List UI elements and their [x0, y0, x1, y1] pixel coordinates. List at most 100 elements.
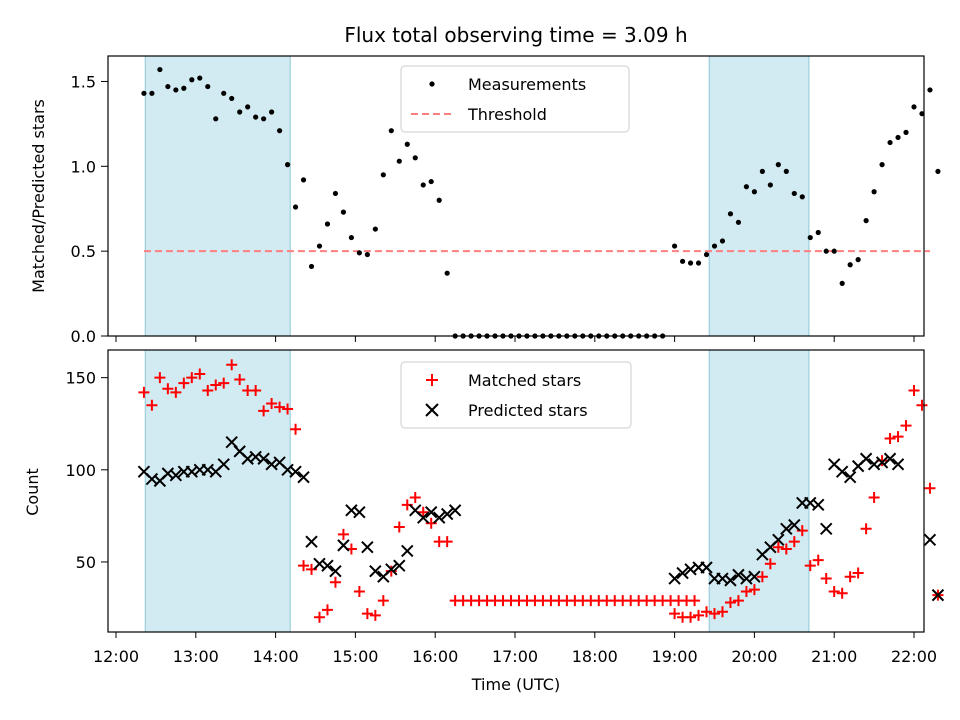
predicted-star-point: [361, 541, 374, 554]
predicted-star-point: [345, 504, 358, 517]
matched-star-point: [377, 595, 389, 607]
measurement-point: [695, 260, 702, 266]
matched-star-point: [724, 597, 736, 609]
measurement-point: [316, 243, 323, 249]
measurement-point: [775, 162, 781, 168]
matched-star-point: [828, 585, 840, 597]
measurements-legend-label: Measurements: [468, 75, 586, 94]
predicted-star-point: [875, 456, 889, 469]
matched-star-point: [916, 399, 928, 411]
measurement-point: [332, 190, 339, 197]
predicted-star-point: [724, 574, 737, 587]
predicted-star-point: [217, 458, 230, 471]
measurement-point: [735, 219, 742, 225]
measurement-point: [831, 248, 837, 254]
matched-star-point: [764, 558, 776, 570]
top-legend-box: [400, 65, 630, 133]
x-axis-label: Time (UTC): [471, 675, 560, 694]
y-tick-label: 1.0: [71, 157, 96, 176]
matched-star-point: [756, 571, 768, 583]
bottom-legend: Matched stars Predicted stars: [400, 361, 632, 429]
matched-star-point: [234, 373, 246, 385]
measurement-point: [141, 90, 147, 96]
predicted-star-point: [843, 470, 857, 484]
matched-star-point: [740, 585, 752, 597]
measurement-point: [396, 158, 402, 164]
matched-star-point: [732, 595, 744, 607]
y-tick-label: 100: [65, 461, 96, 480]
threshold-legend-label: Threshold: [467, 105, 547, 124]
measurement-point: [927, 87, 933, 93]
matched-star-point: [409, 491, 421, 503]
measurement-point: [887, 139, 893, 146]
predicted-star-point: [835, 465, 849, 478]
matched-star-point: [138, 386, 150, 398]
measurement-point: [173, 87, 179, 93]
measurement-point: [253, 114, 259, 120]
matched-star-point: [258, 405, 270, 417]
matched-star-point: [274, 401, 286, 413]
measurement-point: [847, 262, 853, 268]
predicted-star-point: [297, 470, 310, 484]
measurement-point: [348, 234, 355, 241]
x-tick-label: 20:00: [731, 647, 777, 666]
x-tick-label: 19:00: [652, 647, 698, 666]
measurements-legend-marker: [429, 81, 435, 87]
measurement-point: [213, 116, 219, 122]
matched-star-point: [393, 521, 405, 533]
predicted-stars-legend-label: Predicted stars: [468, 401, 588, 420]
measurement-point: [229, 95, 235, 102]
matched-star-point: [186, 372, 198, 384]
matched-stars-legend-label: Matched stars: [468, 371, 581, 390]
bottom-y-axis-label: Count: [23, 468, 42, 516]
measurement-point: [428, 178, 434, 185]
matched-star-point: [353, 585, 365, 597]
bottom-axes-frame: [107, 349, 925, 633]
measurement-point: [261, 116, 267, 122]
measurement-point: [189, 77, 195, 83]
predicted-star-point: [305, 535, 318, 548]
measurement-point: [292, 204, 299, 210]
matched-star-point: [900, 420, 912, 432]
measurement-point: [895, 134, 901, 141]
matched-star-point: [701, 606, 713, 618]
predicted-star-point: [425, 505, 438, 519]
measurement-point: [719, 238, 726, 244]
matched-star-point: [202, 385, 214, 397]
predicted-star-point: [329, 564, 342, 578]
measurement-point: [404, 141, 410, 147]
matched-star-point: [441, 536, 453, 548]
measurement-point: [711, 243, 718, 249]
predicted-star-point: [931, 588, 945, 602]
measurement-point: [823, 248, 829, 254]
observing-window-1: [144, 349, 291, 633]
measurement-point: [767, 182, 773, 188]
measurement-point: [237, 109, 243, 115]
predicted-star-point: [432, 511, 446, 524]
matched-star-point: [337, 528, 349, 540]
predicted-star-point: [313, 557, 326, 571]
measurement-point: [300, 177, 307, 183]
x-tick-label: 21:00: [811, 647, 857, 666]
measurement-point: [903, 129, 909, 135]
matched-star-point: [685, 611, 697, 623]
predicted-star-point: [820, 522, 833, 535]
measurement-point: [791, 190, 797, 197]
predicted-star-point: [732, 568, 745, 582]
measurement-point: [783, 168, 789, 174]
matched-star-point: [226, 359, 238, 371]
measurement-point: [879, 162, 885, 168]
measurement-point: [324, 221, 331, 227]
predicted-star-point: [353, 505, 366, 519]
bottom-legend-box: [400, 361, 632, 429]
predicted-star-point: [883, 452, 897, 465]
matched-star-point: [290, 423, 302, 435]
matched-star-point: [313, 611, 325, 623]
matched-star-point: [860, 523, 872, 535]
predicted-star-point: [337, 539, 350, 552]
measurement-point: [672, 243, 678, 249]
measurement-point: [380, 172, 386, 178]
measurement-point: [444, 270, 450, 276]
matched-star-point: [329, 576, 341, 588]
